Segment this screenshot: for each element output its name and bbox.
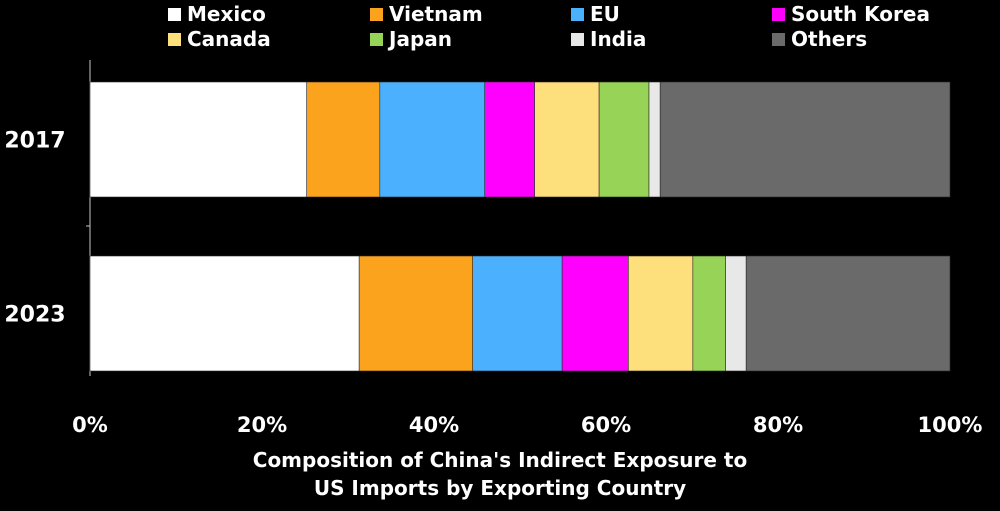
bar-segment-2017-vietnam [306, 81, 381, 198]
legend-swatch-others [772, 32, 785, 46]
bar-segment-2023-vietnam [358, 255, 473, 372]
bar-segment-2017-japan [598, 81, 650, 198]
bar-segment-2017-canada [534, 81, 600, 198]
bar-segment-2023-others [745, 255, 951, 372]
legend-swatch-mexico [168, 7, 181, 21]
legend-swatch-canada [168, 32, 181, 46]
legend-item-japan: Japan [370, 26, 452, 52]
x-tick-label: 60% [581, 413, 631, 437]
legend-label-south-korea: South Korea [791, 2, 930, 26]
legend-swatch-south-korea [772, 7, 785, 21]
bar-segment-2017-eu [379, 81, 486, 198]
bar-segment-2023-canada [628, 255, 694, 372]
legend-label-eu: EU [590, 2, 620, 26]
legend-label-mexico: Mexico [187, 2, 266, 26]
legend-swatch-japan [370, 32, 383, 46]
legend-swatch-india [571, 32, 584, 46]
legend-item-mexico: Mexico [168, 1, 266, 27]
legend-item-india: India [571, 26, 646, 52]
legend-item-canada: Canada [168, 26, 271, 52]
legend-label-vietnam: Vietnam [389, 2, 483, 26]
legend-item-south-korea: South Korea [772, 1, 930, 27]
bar-segment-2023-india [725, 255, 747, 372]
bar-segment-2017-south-korea [484, 81, 535, 198]
x-tick-label: 0% [72, 413, 108, 437]
x-axis-title: Composition of China's Indirect Exposure… [0, 446, 1000, 502]
bar-segment-2023-eu [472, 255, 563, 372]
bar-segment-2017-india [648, 81, 661, 198]
bar-segment-2023-mexico [89, 255, 360, 372]
bar-segment-2023-japan [692, 255, 726, 372]
x-axis-title-line-2: US Imports by Exporting Country [313, 476, 687, 500]
y-tick-label-2017: 2017 [4, 129, 65, 154]
bar-segment-2017-mexico [89, 81, 308, 198]
legend-swatch-eu [571, 7, 584, 21]
x-tick-label: 20% [237, 413, 287, 437]
legend-swatch-vietnam [370, 7, 383, 21]
bar-segment-2017-others [659, 81, 951, 198]
x-axis-title-line-1: Composition of China's Indirect Exposure… [252, 448, 748, 472]
legend-label-others: Others [791, 27, 868, 51]
bar-segment-2023-south-korea [561, 255, 629, 372]
legend-item-eu: EU [571, 1, 620, 27]
legend-item-others: Others [772, 26, 867, 52]
x-tick-label: 80% [753, 413, 803, 437]
legend: Mexico Vietnam EU South Korea Canada Jap… [0, 0, 1000, 56]
x-tick-label: 40% [409, 413, 459, 437]
legend-label-japan: Japan [389, 27, 452, 51]
legend-label-india: India [590, 27, 647, 51]
legend-label-canada: Canada [187, 27, 271, 51]
y-tick-label-2023: 2023 [4, 303, 65, 328]
x-tick-label: 100% [918, 413, 983, 437]
legend-item-vietnam: Vietnam [370, 1, 483, 27]
